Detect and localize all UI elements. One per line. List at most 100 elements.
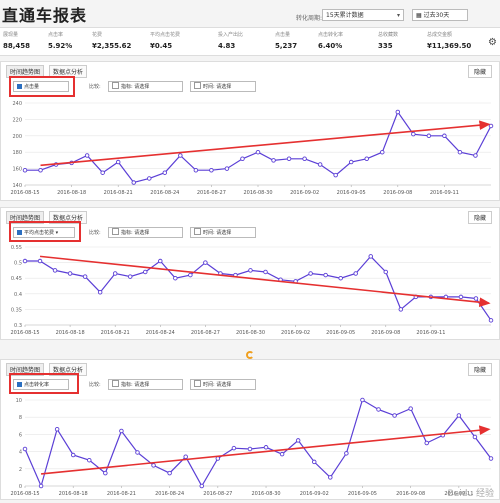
x-tick-label: 2016-08-27 [191, 330, 220, 336]
data-point [424, 440, 429, 446]
metric-conversion-rate[interactable]: 点击转化率 6.40% [318, 31, 343, 50]
metric-avg-cpc[interactable]: 平均点击花费 ¥0.45 [150, 31, 180, 50]
tab-data-points[interactable]: 数据点分析 [49, 211, 88, 224]
data-point [183, 454, 188, 460]
metric-select[interactable]: 平均点击花费 ▾ [13, 227, 75, 238]
data-point [22, 258, 28, 264]
x-tick-label: 2016-09-02 [281, 330, 310, 336]
metric-value: 88,458 [3, 42, 31, 50]
metric-select[interactable]: 点击量 [13, 81, 69, 92]
metric-impressions[interactable]: 展现量 88,458 [3, 31, 30, 50]
period-label: 转化周期: [296, 13, 322, 22]
x-tick-label: 2016-08-21 [107, 491, 136, 497]
indicator-value: 请选择 [134, 382, 150, 388]
hide-button[interactable]: 隐藏 [467, 363, 492, 376]
checkbox-icon [112, 228, 119, 235]
data-point [383, 269, 389, 275]
chart-panel-avg-cpc: 时间趋势图 数据点分析 隐藏 平均点击花费 ▾ 比较: 指标: 请选择 时间: … [0, 207, 500, 340]
x-tick-label: 2016-08-18 [56, 330, 85, 336]
data-point [37, 258, 43, 264]
time-value: 请选择 [216, 382, 232, 388]
data-point [442, 133, 447, 139]
hide-button[interactable]: 隐藏 [467, 211, 492, 224]
y-tick-label: 10 [16, 398, 22, 404]
indicator-select[interactable]: 指标: 请选择 [108, 227, 183, 238]
tab-data-points[interactable]: 数据点分析 [49, 65, 88, 78]
points-tab-label: 数据点分析 [53, 215, 84, 222]
checkbox-icon [112, 82, 119, 89]
conversion-period-select[interactable]: 15天累计数据 ▾ [322, 9, 404, 21]
data-point [67, 271, 73, 276]
metric-clicks[interactable]: 点击量 5,237 [275, 31, 297, 50]
metric-roi[interactable]: 投入产出比 4.83 [218, 31, 243, 50]
data-point [248, 268, 253, 273]
indicator-label: 指标: [121, 84, 133, 90]
data-point [199, 483, 205, 489]
metric-label: 平均点击花费 [150, 32, 181, 38]
metric-value: 335 [378, 42, 393, 50]
data-point [173, 275, 178, 281]
x-tick-label: 2016-09-11 [444, 491, 473, 497]
date-range-select[interactable]: ▦ 过去30天 [412, 9, 468, 21]
y-tick-label: 4 [19, 450, 22, 456]
data-point [302, 156, 307, 162]
chevron-down-icon: ▾ [54, 230, 59, 236]
tab-data-points[interactable]: 数据点分析 [49, 363, 88, 376]
metric-gmv[interactable]: 总成交金额 ¥11,369.50 [427, 31, 471, 50]
data-point [317, 162, 323, 167]
data-point [100, 170, 105, 175]
hide-button-label: 隐藏 [473, 367, 486, 374]
x-tick-label: 2016-08-15 [10, 491, 39, 497]
data-point [97, 289, 103, 295]
series-swatch [17, 382, 22, 387]
data-point [162, 170, 168, 175]
points-tab-label: 数据点分析 [53, 69, 84, 76]
tab-time-trend[interactable]: 时间趋势图 [6, 211, 45, 224]
y-tick-label: 0.5 [14, 261, 22, 267]
metric-label: 点击率 [48, 32, 64, 38]
metric-value: ¥0.45 [150, 42, 173, 50]
watermark-text: Baidu 经验 [447, 489, 494, 499]
metric-ctr[interactable]: 点击率 5.92% [48, 31, 72, 50]
time-select[interactable]: 时间: 请选择 [190, 227, 256, 238]
data-point [84, 153, 90, 158]
trend-tab-label: 时间趋势图 [10, 367, 41, 374]
y-tick-label: 6 [19, 432, 22, 438]
data-point [247, 446, 253, 452]
metrics-summary-bar: 展现量 88,458 点击率 5.92% 花费 ¥2,355.62 平均点击花费… [0, 27, 500, 56]
time-label: 时间: [203, 230, 215, 236]
metric-cost[interactable]: 花费 ¥2,355.62 [92, 31, 131, 50]
data-point [240, 156, 245, 162]
data-point [54, 426, 60, 432]
y-tick-label: 220 [12, 117, 22, 123]
metric-label: 点击量 [275, 32, 291, 38]
data-point [457, 149, 463, 155]
highlight-box [9, 373, 79, 394]
gear-icon[interactable]: ⚙ [488, 37, 497, 48]
time-value: 请选择 [216, 230, 232, 236]
data-point [380, 149, 385, 155]
indicator-select[interactable]: 指标: 请选择 [108, 379, 183, 390]
hide-button[interactable]: 隐藏 [467, 65, 492, 78]
indicator-select[interactable]: 指标: 请选择 [108, 81, 183, 92]
data-point [295, 438, 301, 443]
tab-time-trend[interactable]: 时间趋势图 [6, 363, 45, 376]
data-point [333, 172, 338, 178]
metric-select[interactable]: 点击转化率 [13, 379, 69, 390]
time-select[interactable]: 时间: 请选择 [190, 81, 256, 92]
indicator-value: 请选择 [134, 84, 150, 90]
data-point [38, 167, 43, 173]
x-tick-label: 2016-08-24 [155, 491, 184, 497]
x-tick-label: 2016-09-11 [416, 330, 445, 336]
data-point [411, 131, 416, 137]
data-point [224, 166, 230, 171]
data-point [338, 275, 343, 281]
metric-value: 5.92% [48, 42, 73, 50]
data-point [348, 159, 354, 165]
time-select[interactable]: 时间: 请选择 [190, 379, 256, 390]
x-tick-label: 2016-08-21 [104, 190, 133, 196]
x-tick-label: 2016-09-05 [326, 330, 355, 336]
data-point [360, 397, 365, 403]
metric-favorites[interactable]: 总收藏数 335 [378, 31, 398, 50]
y-tick-label: 160 [12, 167, 22, 173]
